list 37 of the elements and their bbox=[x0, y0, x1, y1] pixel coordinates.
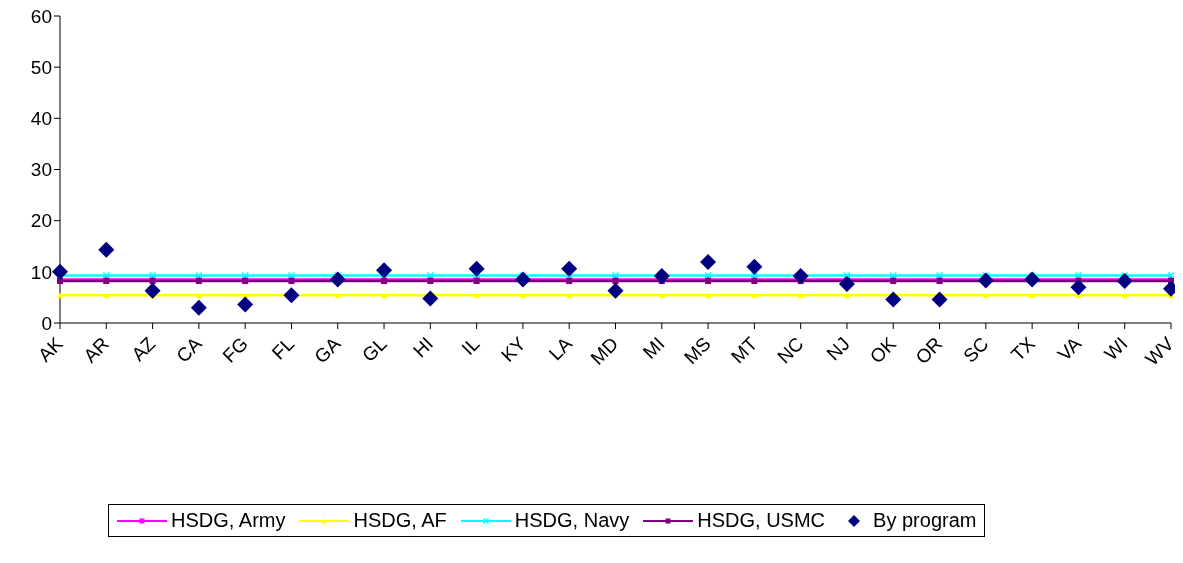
legend-label: HSDG, USMC bbox=[697, 509, 826, 532]
x-tick-label: VA bbox=[1053, 332, 1086, 365]
x-tick-label: OR bbox=[911, 332, 947, 368]
x-tick-label: FL bbox=[267, 332, 299, 364]
y-tick-label: 0 bbox=[41, 312, 52, 334]
x-tick-label: MI bbox=[638, 332, 669, 363]
legend-label: HSDG, AF bbox=[353, 509, 447, 532]
x-tick-label: WI bbox=[1100, 332, 1132, 365]
x-tick-label: SC bbox=[959, 332, 993, 367]
x-tick-label: MT bbox=[726, 332, 762, 368]
x-tick-label: NJ bbox=[822, 332, 854, 365]
x-tick-label: GL bbox=[358, 332, 391, 366]
x-tick-label: CA bbox=[172, 332, 206, 367]
x-tick-label: WV bbox=[1141, 332, 1179, 370]
x-tick-label: LA bbox=[544, 332, 577, 365]
legend-label: HSDG, Army bbox=[171, 509, 286, 532]
legend-label: By program bbox=[873, 509, 977, 532]
x-tick-label: AZ bbox=[127, 332, 160, 365]
y-tick-label: 40 bbox=[30, 108, 52, 130]
x-tick-label: TX bbox=[1006, 332, 1040, 365]
x-tick-label: GA bbox=[310, 332, 345, 368]
legend-label: HSDG, Navy bbox=[514, 509, 630, 532]
x-tick-label: KY bbox=[496, 332, 530, 366]
x-tick-label: IL bbox=[457, 332, 484, 360]
y-tick-label: 60 bbox=[30, 5, 52, 27]
x-tick-label: AR bbox=[79, 332, 114, 367]
y-tick-label: 30 bbox=[30, 159, 52, 181]
y-tick-label: 20 bbox=[30, 210, 52, 232]
x-tick-label: OK bbox=[865, 332, 901, 368]
x-tick-label: AK bbox=[34, 332, 68, 366]
y-tick-label: 10 bbox=[30, 261, 52, 283]
x-tick-label: MD bbox=[586, 332, 623, 369]
y-tick-label: 50 bbox=[30, 56, 52, 78]
x-tick-label: NC bbox=[773, 332, 808, 368]
x-tick-label: MS bbox=[679, 332, 715, 368]
x-tick-label: HI bbox=[408, 332, 438, 362]
x-tick-label: FG bbox=[218, 332, 252, 367]
